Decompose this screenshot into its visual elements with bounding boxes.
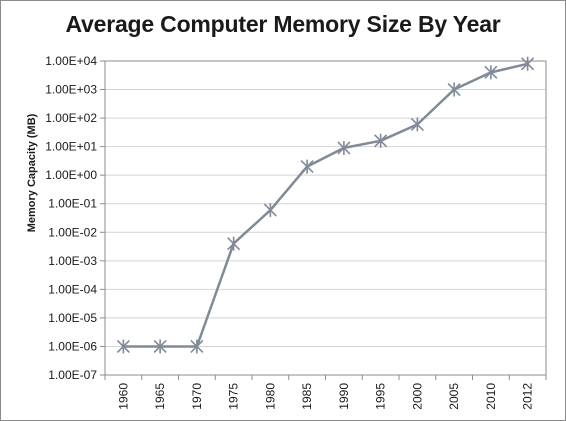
gridlines (105, 60, 546, 376)
series-line (123, 62, 528, 348)
x-tick-label: 1965 (153, 383, 167, 410)
x-tick-label: 2000 (410, 383, 424, 410)
y-tick-label: 1.00E-06 (48, 339, 97, 353)
y-tick-label: 1.00E-03 (48, 254, 97, 268)
data-point (116, 339, 130, 354)
chart-title: Average Computer Memory Size By Year (65, 11, 501, 37)
data-point (190, 339, 204, 354)
x-tick-label: 1985 (300, 383, 314, 410)
axes (100, 60, 547, 380)
y-tick-label: 1.00E-05 (48, 311, 97, 325)
x-tick-label: 1990 (337, 383, 351, 410)
x-tick-label: 2012 (521, 383, 535, 410)
data-point (153, 339, 167, 354)
y-tick-label: 1.00E-07 (48, 368, 97, 382)
y-tick-label: 1.00E-01 (48, 197, 97, 211)
x-tick-label: 1975 (227, 383, 241, 410)
series-memory (123, 62, 528, 348)
x-tick-label: 1995 (374, 383, 388, 410)
y-tick-label: 1.00E+02 (45, 111, 97, 125)
y-tick-label: 1.00E-04 (48, 282, 97, 296)
x-tick-label: 1970 (190, 383, 204, 410)
data-point (447, 82, 461, 97)
y-axis-ticks: 1.00E-07 1.00E-06 1.00E-05 1.00E-04 1.00E-03… (45, 54, 97, 382)
x-tick-label: 1960 (116, 383, 130, 410)
x-axis-ticks: 1960 1965 1970 1975 1980 1985 1990 1995 2000 2005… (116, 383, 534, 410)
x-tick-label: 1980 (263, 383, 277, 410)
data-point (300, 159, 314, 174)
data-point (410, 117, 424, 132)
data-point (521, 56, 535, 71)
y-tick-label: 1.00E-02 (48, 225, 97, 239)
data-point (227, 236, 241, 251)
y-tick-label: 1.00E+04 (45, 54, 97, 68)
x-tick-label: 2010 (484, 383, 498, 410)
data-point (337, 140, 351, 155)
y-tick-label: 1.00E+00 (45, 168, 97, 182)
data-markers (116, 56, 535, 354)
data-point (263, 203, 277, 218)
data-point (484, 65, 498, 80)
data-point (374, 133, 388, 148)
y-tick-label: 1.00E+03 (45, 83, 97, 97)
y-tick-label: 1.00E+01 (45, 140, 97, 154)
x-tick-label: 2005 (447, 383, 461, 410)
y-axis-label: Memory Capacity (MB) (26, 113, 38, 232)
plot-frame (104, 60, 547, 376)
